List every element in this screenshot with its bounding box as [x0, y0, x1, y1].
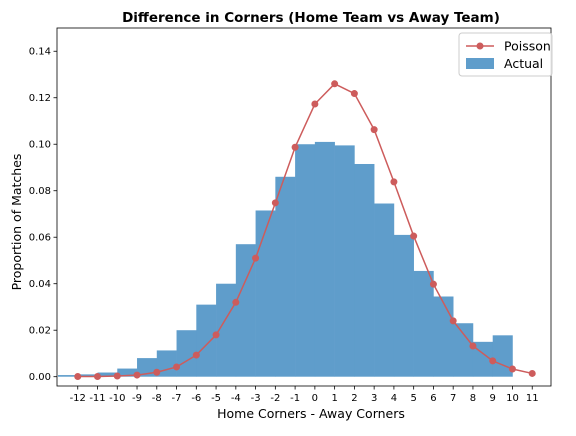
- poisson-point: [429, 280, 437, 288]
- axes: -12 -11 -10 -9 -8 -7 -6 -5 -4 -3 -2 -1 0 1 2 3 4 5 6 7 8 9 10 1…: [29, 27, 552, 404]
- y-tick-label: 0.10: [29, 140, 51, 151]
- x-tick-label: 7: [450, 393, 456, 404]
- poisson-point: [133, 371, 141, 379]
- poisson-point: [252, 254, 260, 262]
- poisson-point: [113, 372, 121, 380]
- histogram-bar: [156, 350, 177, 377]
- y-tick-label: 0.06: [29, 233, 51, 244]
- x-tick-label: 3: [371, 393, 377, 404]
- poisson-point: [94, 372, 102, 380]
- legend-poisson-label: Poisson: [504, 39, 551, 54]
- poisson-point: [370, 126, 378, 134]
- x-tick-label: -7: [172, 393, 182, 404]
- poisson-point: [350, 90, 358, 98]
- x-tick-label: -4: [231, 393, 241, 404]
- poisson-point: [291, 143, 299, 151]
- poisson-point: [271, 199, 279, 207]
- chart-title: Difference in Corners (Home Team vs Away…: [122, 10, 500, 26]
- histogram-bar: [295, 144, 316, 377]
- poisson-point: [153, 368, 161, 376]
- y-tick-label: 0.00: [29, 372, 51, 383]
- histogram-bar: [196, 304, 217, 377]
- histogram-bar: [354, 163, 375, 377]
- poisson-point: [331, 80, 339, 88]
- x-tick-label: -3: [251, 393, 261, 404]
- histogram-bar: [374, 203, 395, 377]
- histogram-bars: [57, 141, 513, 377]
- poisson-point: [212, 331, 220, 339]
- x-tick-label: 4: [391, 393, 397, 404]
- y-tick-label: 0.04: [29, 279, 51, 290]
- y-tick-label: 0.02: [29, 326, 51, 337]
- legend-poisson-marker: [476, 42, 484, 50]
- y-tick-label: 0.14: [29, 47, 51, 58]
- x-tick-label: -10: [109, 393, 125, 404]
- x-tick-label: -8: [152, 393, 162, 404]
- x-tick-label: 11: [526, 393, 539, 404]
- histogram-bar: [275, 176, 296, 377]
- poisson-point: [192, 351, 200, 359]
- x-tick-label: 9: [490, 393, 496, 404]
- histogram-bar: [433, 296, 454, 377]
- x-tick-label: -6: [191, 393, 201, 404]
- poisson-point: [489, 357, 497, 365]
- x-axis-label: Home Corners - Away Corners: [217, 406, 405, 421]
- plot-frame: [56, 27, 552, 387]
- y-tick-label: 0.12: [29, 93, 51, 104]
- poisson-point: [232, 298, 240, 306]
- poisson-point: [311, 100, 319, 108]
- histogram-bar: [137, 358, 158, 377]
- histogram-bar: [77, 374, 98, 377]
- y-tick-label: 0.08: [29, 186, 51, 197]
- x-tick-label: 2: [351, 393, 357, 404]
- legend-actual-label: Actual: [504, 56, 543, 71]
- x-tick-label: 1: [331, 393, 337, 404]
- x-tick-label: -12: [70, 393, 86, 404]
- histogram-bar: [97, 372, 118, 377]
- histogram-bar: [413, 270, 434, 377]
- poisson-point: [528, 369, 536, 377]
- histogram-bar: [334, 145, 355, 377]
- y-axis-label: Proportion of Matches: [9, 154, 24, 291]
- histogram-bar: [57, 375, 79, 377]
- legend: Poisson Actual: [458, 32, 553, 77]
- histogram-bar: [117, 368, 138, 377]
- histogram-bar: [393, 234, 414, 377]
- histogram-bar: [235, 244, 256, 377]
- x-tick-label: -2: [270, 393, 280, 404]
- poisson-point: [173, 363, 181, 371]
- poisson-point: [74, 372, 82, 380]
- x-tick-label: -5: [211, 393, 221, 404]
- histogram-bar: [216, 283, 237, 377]
- poisson-point: [390, 178, 398, 186]
- x-tick-label: -9: [132, 393, 142, 404]
- poisson-point: [449, 317, 457, 325]
- histogram-bar: [255, 210, 276, 377]
- poisson-series: [74, 80, 536, 380]
- poisson-point: [410, 232, 418, 240]
- x-tick-label: 5: [410, 393, 416, 404]
- histogram-bar: [314, 141, 335, 377]
- x-tick-label: 6: [430, 393, 436, 404]
- poisson-point: [508, 365, 516, 373]
- legend-actual-swatch: [466, 58, 494, 69]
- histogram-bar: [176, 330, 197, 377]
- x-tick-label: 8: [470, 393, 476, 404]
- histogram-bar: [453, 323, 474, 377]
- x-tick-label: -11: [89, 393, 105, 404]
- x-tick-label: -1: [290, 393, 300, 404]
- poisson-point: [469, 342, 477, 350]
- x-tick-label: 0: [312, 393, 318, 404]
- x-tick-label: 10: [506, 393, 519, 404]
